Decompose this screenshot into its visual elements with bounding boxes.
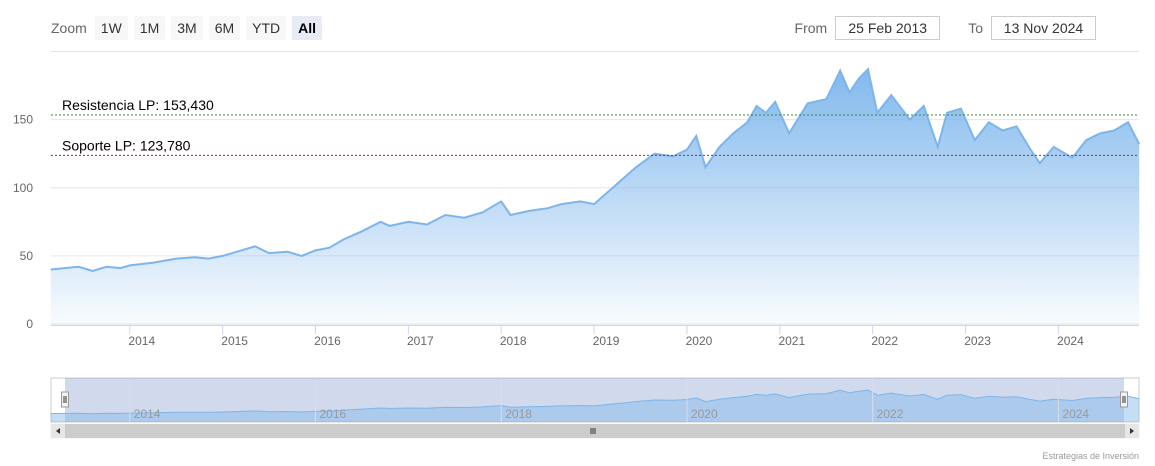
navigator-tick-label: 2014 — [134, 407, 161, 421]
navigator-tick-label: 2018 — [505, 407, 532, 421]
navigator-handle-left[interactable] — [61, 391, 69, 408]
zoom-1m-button[interactable]: 1M — [133, 16, 166, 40]
y-tick-label: 0 — [26, 317, 33, 331]
zoom-all-button[interactable]: All — [292, 16, 323, 40]
x-tick-label: 2017 — [407, 334, 434, 348]
zoom-3m-button[interactable]: 3M — [171, 16, 203, 40]
arrow-right-icon — [1130, 428, 1134, 434]
navigator-frame — [50, 377, 1140, 423]
zoom-1w-button[interactable]: 1W — [94, 16, 128, 40]
zoom-ytd-button[interactable]: YTD — [246, 16, 287, 40]
x-tick-label: 2015 — [221, 334, 248, 348]
navigator-tick-label: 2016 — [320, 407, 347, 421]
navigator-handle-right[interactable] — [1120, 391, 1128, 408]
x-tick-label: 2019 — [593, 334, 620, 348]
from-label: From — [794, 20, 828, 36]
y-axis: 0 50 100 150 — [13, 113, 33, 331]
x-axis: 2014 2015 2016 2017 2018 2019 2020 2021 2022 2023… — [51, 325, 1139, 348]
to-date-input[interactable] — [991, 16, 1096, 40]
plot-lines: Resistencia LP: 153,430 Soporte LP: 123,7… — [51, 97, 1139, 156]
x-tick-label: 2023 — [964, 334, 991, 348]
x-tick-label: 2021 — [778, 334, 805, 348]
x-tick-label: 2018 — [500, 334, 527, 348]
navigator-tick-label: 2020 — [691, 407, 718, 421]
x-tick-label: 2014 — [128, 334, 155, 348]
navigator[interactable]: 2014 2016 2018 2020 2022 2024 — [50, 377, 1140, 423]
navigator-selection[interactable] — [65, 378, 1124, 422]
zoom-bar: Zoom 1W 1M 3M 6M YTD All — [51, 16, 323, 40]
y-tick-label: 50 — [20, 249, 34, 263]
from-date-input[interactable] — [835, 16, 941, 40]
price-line — [50, 67, 1141, 272]
to-label: To — [968, 20, 983, 36]
x-tick-label: 2020 — [686, 334, 713, 348]
navigator-line — [50, 389, 1140, 415]
x-tick-label: 2022 — [871, 334, 898, 348]
y-tick-label: 100 — [13, 181, 33, 195]
x-tick-label: 2024 — [1057, 334, 1084, 348]
navigator-tick-label: 2024 — [1062, 407, 1089, 421]
zoom-label: Zoom — [51, 20, 87, 36]
navigator-tick-label: 2022 — [877, 407, 904, 421]
resistance-label: Resistencia LP: 153,430 — [62, 97, 214, 113]
support-label: Soporte LP: 123,780 — [62, 137, 191, 153]
arrow-left-icon — [56, 428, 60, 434]
x-tick-label: 2016 — [314, 334, 341, 348]
date-range: From To — [795, 16, 1096, 40]
chart-credit: Estrategias de Inversión — [1042, 451, 1139, 461]
scrollbar[interactable] — [50, 423, 1140, 439]
zoom-6m-button[interactable]: 6M — [208, 16, 241, 40]
price-area — [50, 69, 1140, 325]
y-tick-label: 150 — [13, 113, 33, 127]
